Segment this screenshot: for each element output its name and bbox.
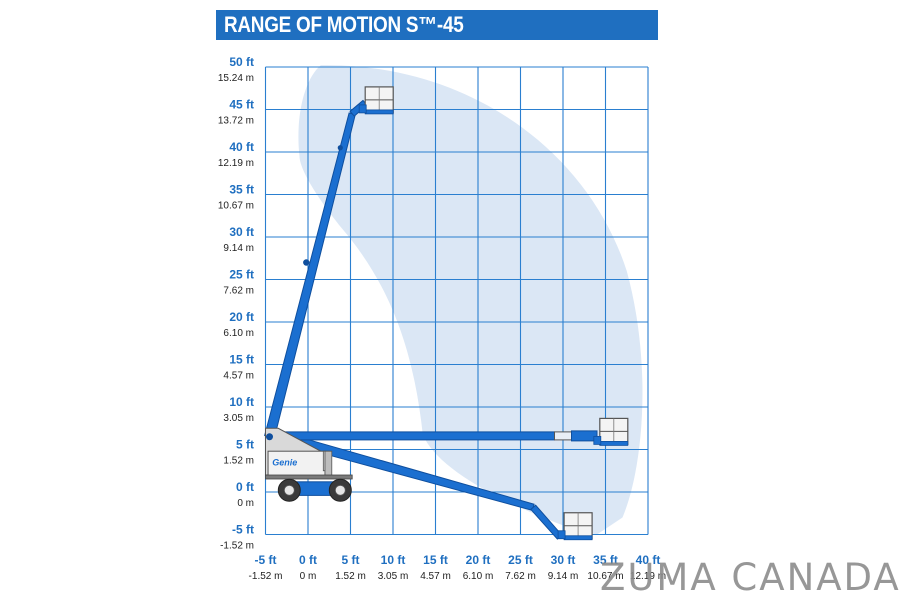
x-tick-label-ft: 5 ft <box>342 553 360 567</box>
y-tick-label-m: 13.72 m <box>218 116 254 127</box>
x-tick-label-m: 12.19 m <box>630 571 666 582</box>
platform-floor <box>563 535 593 541</box>
y-tick-label-m: 3.05 m <box>223 413 254 424</box>
y-tick-label-m: 15.24 m <box>218 73 254 84</box>
y-tick-label-m: 7.62 m <box>223 286 254 297</box>
y-tick-label-m: 12.19 m <box>218 158 254 169</box>
boom-max-outreach-tip <box>571 430 598 442</box>
y-tick-label-ft: 15 ft <box>229 353 254 367</box>
x-tick-label-m: 0 m <box>300 571 317 582</box>
y-tick-label-ft: -5 ft <box>232 523 254 537</box>
x-tick-label-ft: 15 ft <box>423 553 448 567</box>
title-banner: RANGE OF MOTION S™-45 <box>216 10 658 40</box>
y-tick-label-ft: 45 ft <box>229 98 254 112</box>
machine-rear <box>324 450 333 477</box>
machine-hub <box>334 484 346 496</box>
platform-floor <box>599 440 629 446</box>
x-tick-label-ft: 35 ft <box>593 553 618 567</box>
x-tick-label-ft: 40 ft <box>636 553 661 567</box>
platform-rotator <box>358 104 367 114</box>
x-tick-label-m: 6.10 m <box>463 571 494 582</box>
y-tick-label-ft: 0 ft <box>236 480 254 494</box>
machine-logo: Genie <box>272 458 297 468</box>
y-tick-label-ft: 20 ft <box>229 310 254 324</box>
y-tick-label-m: 0 m <box>237 498 254 509</box>
y-tick-label-ft: 40 ft <box>229 140 254 154</box>
machine-hub <box>283 484 295 496</box>
x-tick-label-ft: -5 ft <box>255 553 277 567</box>
platform-rotator <box>557 530 566 540</box>
x-tick-label-m: 9.14 m <box>548 571 579 582</box>
machine-layer: Genie <box>264 86 629 541</box>
x-tick-label-ft: 30 ft <box>551 553 576 567</box>
boom-pivot <box>266 433 273 441</box>
x-tick-label-m: 4.57 m <box>420 571 451 582</box>
y-tick-label-ft: 30 ft <box>229 225 254 239</box>
y-tick-label-m: 6.10 m <box>223 328 254 339</box>
y-tick-label-ft: 25 ft <box>229 268 254 282</box>
x-tick-label-ft: 20 ft <box>466 553 491 567</box>
x-tick-label-ft: 10 ft <box>381 553 406 567</box>
y-tick-label-m: 9.14 m <box>223 243 254 254</box>
y-tick-label-ft: 5 ft <box>236 438 254 452</box>
boom-joint-max-height-upper <box>337 145 343 151</box>
platform-below-grade <box>557 512 593 541</box>
x-tick-label-m: 3.05 m <box>378 571 409 582</box>
y-tick-label-ft: 10 ft <box>229 395 254 409</box>
y-tick-label-m: -1.52 m <box>220 541 254 552</box>
platform-floor <box>364 109 394 115</box>
y-tick-label-m: 1.52 m <box>223 456 254 467</box>
x-tick-label-m: -1.52 m <box>249 571 283 582</box>
x-tick-label-m: 10.67 m <box>587 571 623 582</box>
platform-max-height <box>358 86 394 115</box>
y-tick-label-ft: 50 ft <box>229 55 254 69</box>
x-tick-label-m: 7.62 m <box>505 571 536 582</box>
machine-body <box>267 450 326 477</box>
boom-max-outreach-section <box>554 431 572 441</box>
y-tick-label-m: 4.57 m <box>223 371 254 382</box>
axis-label-layer: 50 ft 15.24 m 45 ft 13.72 m 40 ft 12.19 m 35 f… <box>218 55 666 582</box>
machine-frame <box>265 474 353 480</box>
x-tick-label-ft: 25 ft <box>508 553 533 567</box>
x-tick-label-ft: 0 ft <box>299 553 317 567</box>
watermark: ZUMA CANADA <box>600 556 900 599</box>
working-envelope <box>298 65 643 535</box>
platform-max-outreach <box>593 417 629 446</box>
y-tick-label-m: 10.67 m <box>218 201 254 212</box>
platform-rotator <box>593 435 602 445</box>
chart-title: RANGE OF MOTION S™-45 <box>224 12 464 37</box>
x-tick-label-m: 1.52 m <box>335 571 366 582</box>
boom-max-outreach <box>269 431 555 441</box>
boom-joint-max-height <box>303 259 310 266</box>
y-tick-label-ft: 35 ft <box>229 183 254 197</box>
machine-chassis: Genie <box>265 427 353 502</box>
working-envelope-layer <box>298 65 643 535</box>
